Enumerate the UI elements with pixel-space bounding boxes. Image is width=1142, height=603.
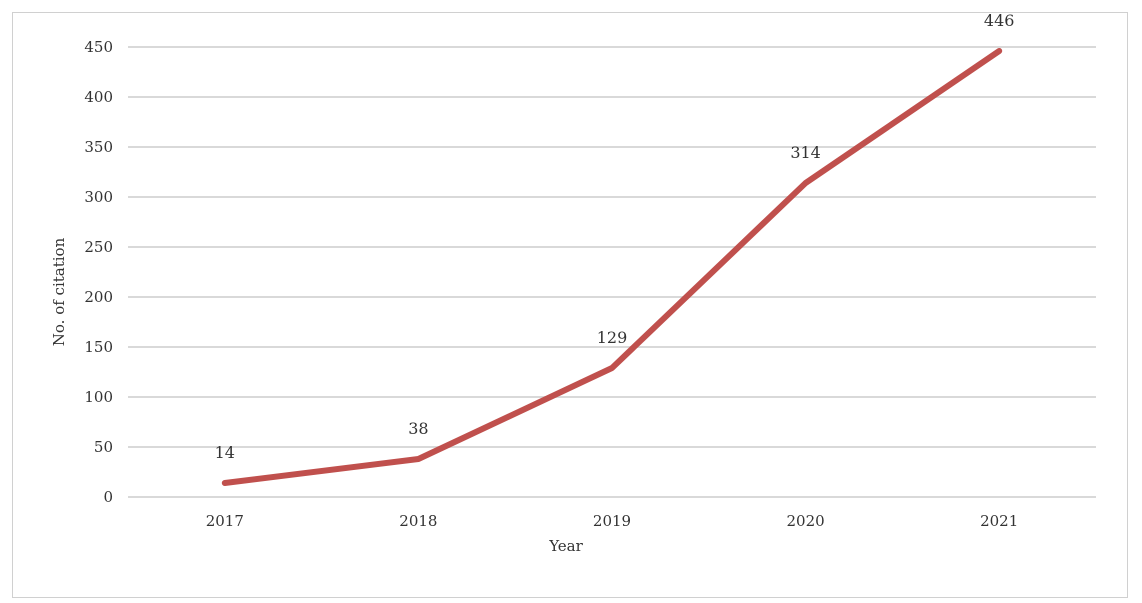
data-label: 38 [408,419,428,438]
gridlines [128,46,1096,498]
chart-frame [12,12,1128,598]
y-tick-label: 250 [84,238,113,256]
x-tick-label: 2020 [787,512,825,530]
x-axis-ticks: 2017 2018 2019 2020 2021 [206,512,1019,530]
data-label: 129 [597,328,628,347]
data-labels: 14 38 129 314 446 [215,11,1015,462]
x-tick-label: 2017 [206,512,244,530]
y-tick-label: 450 [84,38,113,56]
y-tick-label: 100 [84,388,113,406]
y-tick-label: 150 [84,338,113,356]
series-group [221,48,1003,486]
y-tick-label: 400 [84,88,113,106]
data-label: 314 [790,143,821,162]
x-tick-label: 2019 [593,512,631,530]
y-tick-label: 0 [103,488,113,506]
x-axis-title: Year [548,537,583,555]
y-tick-label: 350 [84,138,113,156]
series-line [221,48,1003,486]
data-label: 14 [215,443,235,462]
y-tick-label: 50 [94,438,113,456]
x-tick-label: 2018 [399,512,437,530]
y-tick-label: 300 [84,188,113,206]
y-axis-ticks: 0 50 100 150 200 250 300 350 400 450 [84,38,113,506]
x-tick-label: 2021 [980,512,1018,530]
y-axis-title: No. of citation [50,237,68,346]
data-label: 446 [984,11,1015,30]
y-tick-label: 200 [84,288,113,306]
